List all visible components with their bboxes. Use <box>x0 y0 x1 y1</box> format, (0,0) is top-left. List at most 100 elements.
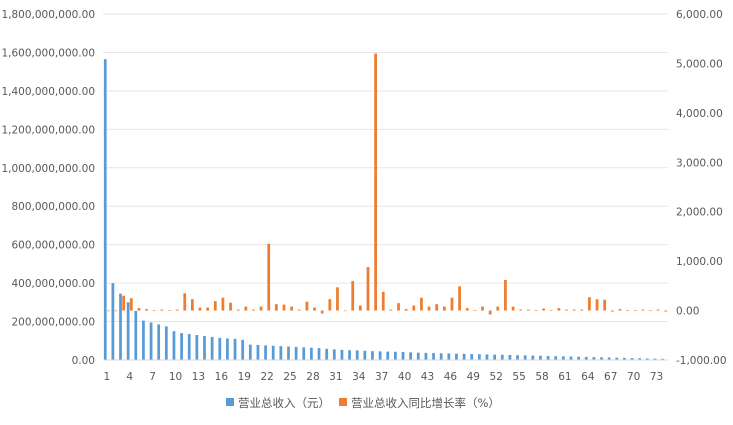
growth-bar <box>641 309 645 311</box>
growth-bar <box>259 306 263 311</box>
revenue-bar <box>584 356 588 360</box>
revenue-bar <box>607 357 611 360</box>
x-tick-label: 52 <box>490 371 503 383</box>
left-y-axis-ticks: 0.00 200,000,000.00 400,000,000.00 600,000,… <box>1 9 95 367</box>
growth-bar <box>221 297 225 311</box>
growth-bar <box>122 295 126 311</box>
revenue-bar <box>371 351 374 360</box>
x-tick-label: 19 <box>238 371 251 383</box>
x-tick-label: 1 <box>103 371 110 383</box>
right-y-axis-ticks: -1,000.00 0.00 1,000.00 2,000.00 3,000.00 4,0… <box>676 9 727 367</box>
revenue-bar <box>653 358 657 360</box>
growth-bar <box>664 310 668 312</box>
growth-bar <box>206 307 210 311</box>
growth-bar <box>588 297 591 311</box>
right-y-tick-label: 4,000.00 <box>676 108 723 120</box>
growth-bar <box>160 309 164 311</box>
growth-bar <box>435 304 439 311</box>
revenue-bar <box>294 346 298 360</box>
revenue-bar <box>218 337 222 360</box>
revenue-bar <box>539 355 542 360</box>
growth-bar <box>320 310 324 314</box>
revenue-bar <box>569 356 573 360</box>
revenue-bar <box>149 322 153 360</box>
revenue-bar <box>477 354 481 360</box>
growth-bar <box>145 309 148 311</box>
x-tick-label: 49 <box>467 371 480 383</box>
x-tick-label: 46 <box>444 371 458 383</box>
growth-bar <box>397 303 400 311</box>
growth-bar <box>412 305 416 311</box>
revenue-bar <box>638 358 642 360</box>
revenue-bar <box>493 354 497 360</box>
legend-label-growth: 营业总收入同比增长率（%） <box>351 396 500 410</box>
left-y-tick-label: 1,000,000,000.00 <box>1 163 95 175</box>
revenue-bar <box>203 335 206 360</box>
growth-bar <box>465 308 469 311</box>
left-y-tick-label: 1,200,000,000.00 <box>1 124 95 136</box>
legend-swatch-growth <box>339 398 347 406</box>
growth-bar <box>313 307 316 311</box>
growth-bar <box>404 309 408 311</box>
right-y-tick-label: 0.00 <box>676 306 699 318</box>
growth-bar <box>458 286 461 311</box>
right-y-tick-label: 5,000.00 <box>676 58 723 70</box>
x-tick-label: 58 <box>535 371 548 383</box>
growth-bar <box>236 309 240 311</box>
growth-bar <box>603 299 607 311</box>
growth-bar <box>626 310 629 311</box>
growth-bar <box>229 302 232 311</box>
revenue-bar <box>287 346 290 360</box>
x-tick-label: 43 <box>421 371 434 383</box>
revenue-bar <box>340 349 344 360</box>
growth-bar <box>374 53 377 311</box>
left-y-tick-label: 200,000,000.00 <box>12 317 96 329</box>
growth-bar <box>343 310 347 312</box>
x-tick-label: 25 <box>283 371 296 383</box>
x-tick-label: 64 <box>581 371 595 383</box>
revenue-bar <box>424 352 428 360</box>
growth-bar <box>618 309 622 311</box>
revenue-bar <box>577 356 580 360</box>
revenue-bar <box>661 358 664 360</box>
growth-bar <box>267 243 271 311</box>
growth-bar <box>442 306 446 311</box>
growth-bar <box>358 305 362 311</box>
growth-bar <box>290 306 294 311</box>
revenue-bar <box>302 347 306 360</box>
revenue-bar <box>394 351 397 360</box>
revenue-bar <box>256 345 260 360</box>
x-tick-label: 40 <box>398 371 411 383</box>
growth-bar <box>274 304 278 311</box>
growth-bar <box>633 310 637 311</box>
growth-bar <box>649 310 652 311</box>
revenue-bar <box>317 348 321 360</box>
x-tick-label: 67 <box>604 371 617 383</box>
right-y-tick-label: 1,000.00 <box>676 256 723 268</box>
revenue-bar <box>485 354 489 360</box>
growth-bar <box>244 306 248 311</box>
revenue-bar <box>325 348 329 360</box>
growth-bar <box>152 310 156 311</box>
revenue-bar <box>271 345 275 360</box>
revenue-bar <box>455 353 458 360</box>
growth-bar <box>572 309 576 311</box>
growth-bar <box>381 291 385 311</box>
series-growth-bars <box>107 53 668 315</box>
revenue-bar <box>332 349 336 360</box>
growth-bar <box>549 310 553 311</box>
growth-bar <box>328 299 332 311</box>
revenue-bar <box>531 355 535 360</box>
growth-bar <box>519 309 523 311</box>
left-y-tick-label: 1,800,000,000.00 <box>1 9 95 21</box>
revenue-bar <box>592 357 596 360</box>
growth-bar <box>511 306 515 311</box>
legend-swatch-revenue <box>226 398 234 406</box>
revenue-bar <box>226 338 229 360</box>
revenue-bar <box>233 338 237 360</box>
x-tick-label: 55 <box>512 371 525 383</box>
x-tick-label: 73 <box>650 371 663 383</box>
x-tick-label: 34 <box>352 371 366 383</box>
